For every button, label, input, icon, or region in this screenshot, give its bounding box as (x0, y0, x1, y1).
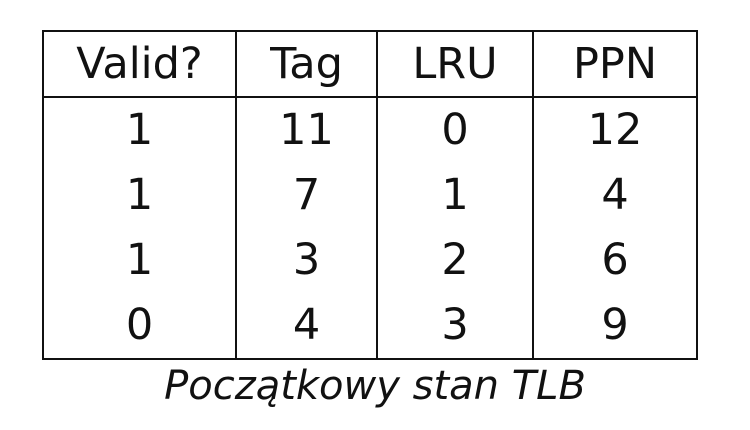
header-valid: Valid? (42, 30, 237, 98)
cell-ppn: 4 (532, 163, 698, 228)
table-row: 1 3 2 6 (42, 228, 698, 293)
cell-tag: 3 (235, 228, 378, 293)
table-row: 1 11 0 12 (42, 97, 698, 163)
cell-lru: 3 (376, 293, 534, 360)
cell-valid: 0 (42, 293, 237, 360)
cell-tag: 11 (235, 97, 378, 163)
cell-valid: 1 (42, 228, 237, 293)
cell-lru: 1 (376, 163, 534, 228)
header-ppn: PPN (532, 30, 698, 98)
table-row: 1 7 1 4 (42, 163, 698, 228)
cell-valid: 1 (42, 97, 237, 163)
table-caption: Początkowy stan TLB (164, 363, 586, 409)
cell-ppn: 12 (532, 97, 698, 163)
table-header: Valid? Tag LRU PPN (42, 30, 698, 98)
cell-ppn: 9 (532, 293, 698, 360)
header-tag: Tag (235, 30, 378, 98)
cell-ppn: 6 (532, 228, 698, 293)
table-body: 1 11 0 12 1 7 1 4 1 3 2 6 0 4 3 9 (42, 97, 698, 360)
cell-valid: 1 (42, 163, 237, 228)
table-row: 0 4 3 9 (42, 293, 698, 360)
cell-tag: 7 (235, 163, 378, 228)
cell-lru: 0 (376, 97, 534, 163)
header-lru: LRU (376, 30, 534, 98)
cell-lru: 2 (376, 228, 534, 293)
cell-tag: 4 (235, 293, 378, 360)
header-row: Valid? Tag LRU PPN (42, 30, 698, 98)
tlb-table: Valid? Tag LRU PPN 1 11 0 12 1 7 1 4 1 3… (42, 30, 698, 360)
